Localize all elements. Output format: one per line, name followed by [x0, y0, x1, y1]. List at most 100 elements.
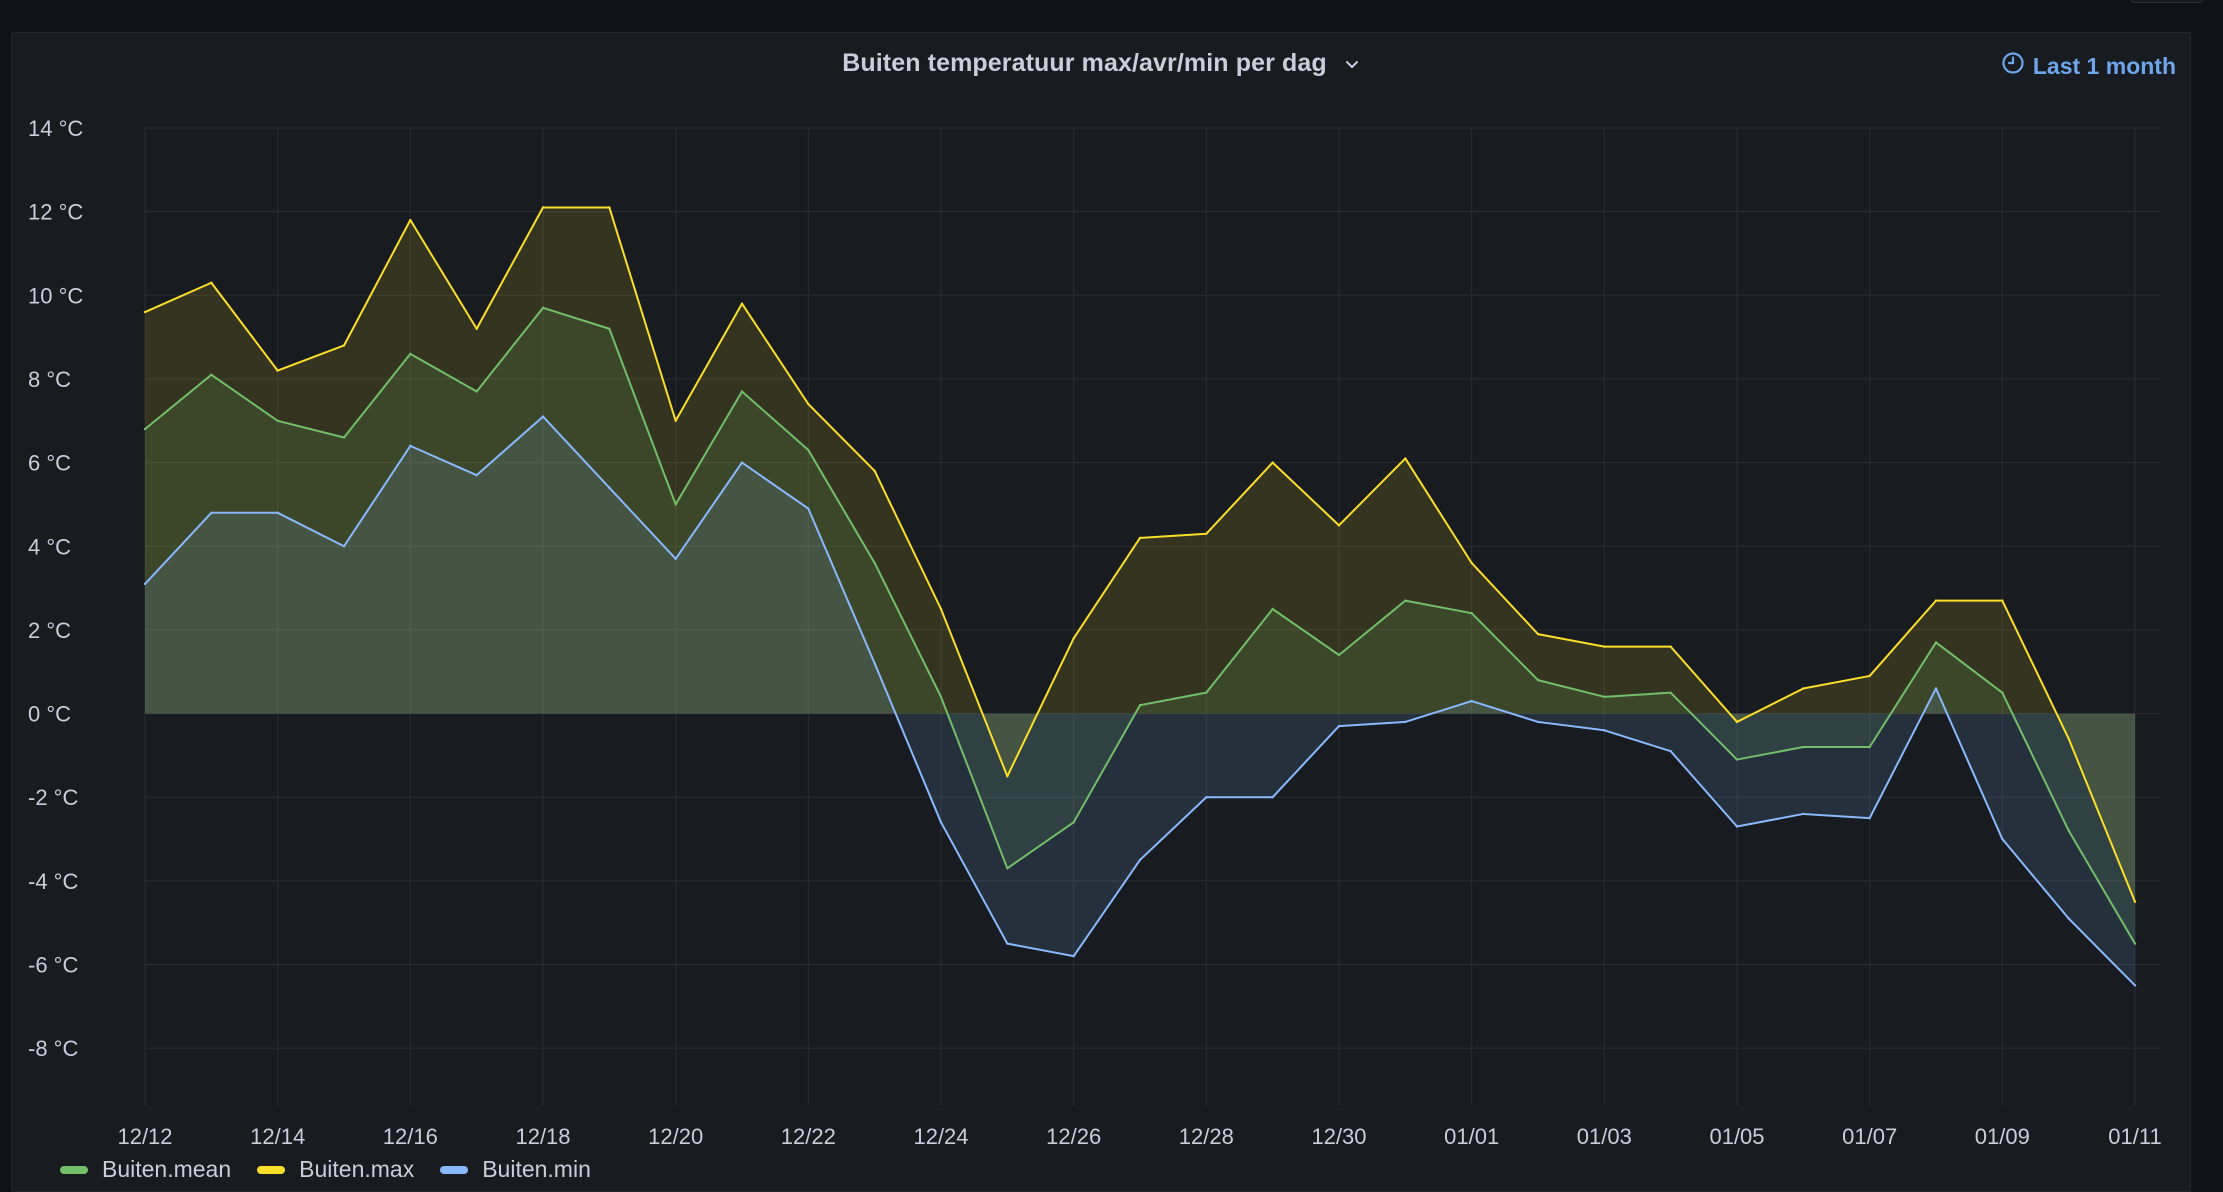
- point-min: [1802, 812, 1805, 816]
- panel-title[interactable]: Buiten temperatuur max/avr/min per dag: [12, 49, 2190, 79]
- point-min: [409, 444, 412, 448]
- point-min: [1205, 796, 1208, 799]
- area-mean: [145, 307, 2135, 944]
- x-axis: 12/12 12/14 12/16 12/18 12/20 12/22 12/24 12/26…: [117, 1124, 2161, 1149]
- point-max: [1603, 645, 1606, 648]
- y-tick-label: 12 °C: [28, 200, 83, 225]
- area-max: [145, 207, 2135, 902]
- point-mean: [2133, 942, 2137, 945]
- point-min: [2133, 984, 2137, 987]
- point-max: [674, 419, 677, 422]
- point-max: [1271, 461, 1274, 464]
- point-mean: [143, 427, 147, 431]
- point-max: [608, 206, 611, 209]
- point-max: [342, 344, 346, 347]
- legend-label-mean: Buiten.mean: [102, 1156, 232, 1182]
- point-max: [2001, 599, 2004, 602]
- series-lines: [143, 206, 2137, 987]
- y-tick-label: -8 °C: [28, 1036, 78, 1061]
- y-axis: 14 °C 12 °C 10 °C 8 °C 6 °C 4 °C 2 °C 0 °C -2 °C…: [28, 116, 83, 1061]
- point-max: [1536, 632, 1540, 636]
- y-tick-label: 10 °C: [28, 283, 83, 308]
- point-max: [873, 469, 876, 473]
- legend-item-mean[interactable]: Buiten.mean: [60, 1156, 231, 1183]
- legend-item-min[interactable]: Buiten.min: [440, 1156, 591, 1183]
- point-min: [276, 511, 279, 514]
- area-min: [145, 416, 2135, 986]
- time-range-indicator[interactable]: Last 1 month: [2001, 51, 2176, 81]
- point-min: [143, 582, 147, 586]
- point-mean: [1536, 678, 1540, 682]
- chevron-down-icon[interactable]: [1344, 50, 1360, 79]
- point-mean: [1205, 691, 1208, 694]
- point-max: [1470, 561, 1473, 565]
- point-max: [939, 607, 943, 611]
- legend: Buiten.mean Buiten.max Buiten.min: [60, 1156, 591, 1183]
- x-tick-label: 12/12: [117, 1124, 172, 1149]
- y-tick-label: 4 °C: [28, 534, 71, 559]
- point-min: [1337, 724, 1341, 728]
- x-tick-label: 12/16: [383, 1124, 438, 1149]
- y-tick-label: 6 °C: [28, 451, 71, 476]
- grid: [144, 127, 2160, 1105]
- y-tick-label: -6 °C: [28, 953, 78, 978]
- point-min: [873, 662, 876, 665]
- point-min: [541, 415, 545, 418]
- point-min: [1603, 729, 1606, 732]
- x-tick-label: 12/20: [648, 1124, 703, 1149]
- x-tick-label: 12/18: [515, 1124, 570, 1149]
- x-tick-label: 12/22: [781, 1124, 836, 1149]
- legend-item-max[interactable]: Buiten.max: [257, 1156, 414, 1183]
- point-mean: [541, 306, 545, 310]
- panel-header: Buiten temperatuur max/avr/min per dag L…: [12, 33, 2190, 97]
- point-max: [276, 369, 279, 372]
- x-tick-label: 01/05: [1709, 1124, 1764, 1149]
- x-tick-label: 01/09: [1975, 1124, 2030, 1149]
- y-tick-label: 2 °C: [28, 618, 71, 643]
- point-max: [1072, 637, 1075, 640]
- point-mean: [1669, 691, 1672, 694]
- point-mean: [1603, 695, 1606, 699]
- point-min: [939, 821, 943, 824]
- point-mean: [1934, 641, 1938, 644]
- point-mean: [1404, 599, 1407, 602]
- legend-label-min: Buiten.min: [482, 1156, 591, 1182]
- point-mean: [674, 503, 677, 506]
- point-mean: [1072, 821, 1075, 824]
- point-max: [541, 206, 545, 209]
- x-tick-label: 12/26: [1046, 1124, 1101, 1149]
- point-max: [409, 218, 412, 222]
- x-tick-label: 12/14: [250, 1124, 305, 1149]
- point-mean: [342, 436, 346, 439]
- point-max: [475, 327, 478, 330]
- x-tick-label: 01/03: [1577, 1124, 1632, 1149]
- x-tick-label: 01/11: [2108, 1124, 2161, 1149]
- point-min: [1138, 858, 1142, 862]
- point-max: [1735, 720, 1739, 724]
- point-min: [1006, 942, 1009, 945]
- point-min: [1669, 750, 1672, 753]
- point-mean: [939, 695, 943, 699]
- point-min: [1536, 720, 1540, 724]
- point-mean: [475, 390, 478, 393]
- point-max: [2067, 737, 2070, 740]
- y-tick-label: 0 °C: [28, 702, 71, 727]
- point-max: [1669, 645, 1672, 648]
- point-mean: [740, 390, 744, 393]
- point-max: [210, 281, 213, 284]
- x-tick-label: 01/07: [1842, 1124, 1897, 1149]
- point-mean: [2067, 829, 2070, 832]
- point-mean: [409, 352, 412, 356]
- point-mean: [1337, 653, 1341, 657]
- area-fills: [145, 207, 2135, 986]
- point-mean: [807, 448, 810, 452]
- point-mean: [1271, 607, 1274, 611]
- legend-swatch-mean: [60, 1165, 88, 1174]
- point-min: [674, 557, 677, 561]
- point-mean: [608, 327, 611, 330]
- point-max: [1006, 775, 1009, 778]
- point-max: [807, 402, 810, 406]
- y-tick-label: 8 °C: [28, 367, 71, 392]
- point-min: [2001, 837, 2004, 841]
